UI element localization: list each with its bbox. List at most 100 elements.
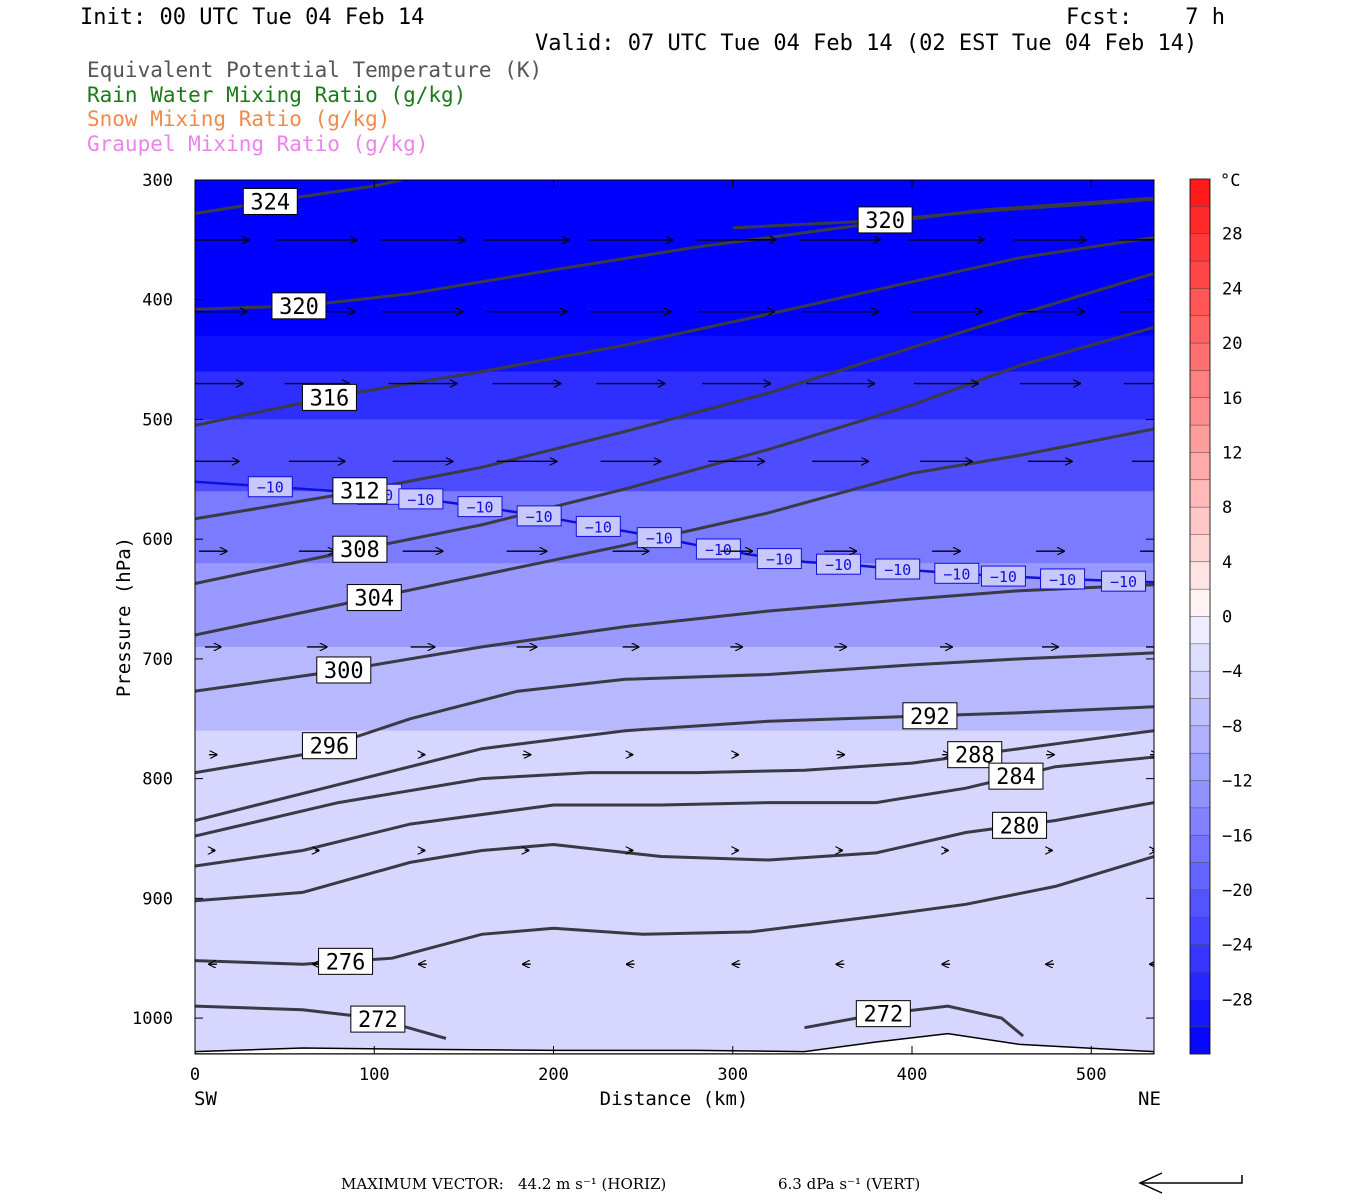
colorbar-tick-label: 28 [1222, 225, 1242, 245]
isotherm-label-text: −10 [646, 530, 673, 548]
colorbar-swatch [1190, 452, 1210, 481]
colorbar-swatch [1190, 889, 1210, 918]
theta-e-label: 272 [350, 1005, 406, 1033]
isotherm-label: −10 [980, 565, 1026, 587]
x-axis-label: Distance (km) [600, 1088, 749, 1110]
theta-e-label-text: 324 [250, 190, 290, 215]
colorbar: 28 24 20 16 12 8 4 0 −4 −8 −12 −16 −20 −24 −28 °C [1189, 171, 1253, 1055]
colorbar-swatch [1190, 616, 1210, 645]
theta-e-line [732, 197, 1154, 230]
isotherm-label: −10 [516, 505, 562, 527]
isotherm-label-text: −10 [526, 508, 553, 526]
x-tick-label: 0 [190, 1065, 200, 1085]
theta-e-label-box [332, 477, 388, 505]
theta-e-line [195, 180, 402, 215]
colorbar-tick-label: −24 [1222, 936, 1253, 956]
legend-graupel: Graupel Mixing Ratio (g/kg) [87, 132, 429, 156]
colorbar-swatch [1190, 643, 1210, 672]
theta-e-label-text: 312 [340, 480, 380, 505]
isotherm-label: −10 [756, 548, 802, 570]
theta-e-label-box [902, 702, 958, 730]
colorbar-swatch [1190, 179, 1210, 207]
temperature-band [195, 335, 1154, 373]
colorbar-swatch [1190, 971, 1210, 1000]
theta-e-label: 308 [332, 535, 388, 563]
theta-e-label-text: 272 [358, 1008, 398, 1033]
theta-e-label: 324 [242, 187, 298, 215]
theta-e-label-box [350, 1005, 406, 1033]
x-left-label: SW [194, 1088, 217, 1110]
theta-e-label: 292 [902, 702, 958, 730]
colorbar-unit: °C [1220, 171, 1240, 191]
theta-e-label-text: 320 [865, 209, 905, 234]
theta-e-label-box [332, 535, 388, 563]
theta-e-label: 296 [301, 732, 357, 760]
colorbar-swatch [1190, 397, 1210, 426]
isotherm-label-text: −10 [825, 556, 852, 574]
isotherm-label-text: −10 [1049, 571, 1076, 589]
theta-e-line [804, 1004, 1025, 1038]
colorbar-swatch [1190, 698, 1210, 727]
theta-e-label-text: 280 [1000, 814, 1040, 839]
colorbar-tick-label: −12 [1222, 772, 1253, 792]
isotherm-label-box [516, 505, 562, 527]
isotherm-label-text: −10 [407, 491, 434, 509]
plot-frame [194, 179, 1155, 1055]
colorbar-swatch [1190, 917, 1210, 946]
y-tick-label: 1000 [132, 1009, 173, 1029]
y-tick-label: 300 [142, 171, 173, 191]
colorbar-tick-label: 12 [1222, 443, 1242, 463]
colorbar-swatch [1190, 671, 1210, 700]
isotherm-label-text: −10 [466, 499, 493, 517]
colorbar-swatch [1190, 343, 1210, 371]
x-tick-label: 100 [359, 1065, 390, 1085]
isotherm-label-text: −10 [705, 541, 732, 559]
isotherm-label-box [457, 496, 503, 518]
theta-e-label-box [346, 584, 402, 612]
colorbar-swatch [1190, 944, 1210, 973]
colorbar-tick-label: −8 [1222, 717, 1242, 737]
theta-e-label: 272 [855, 1000, 911, 1028]
isotherm-label-text: −10 [585, 518, 612, 536]
colorbar-swatch [1190, 534, 1210, 563]
colorbar-swatch [1190, 479, 1210, 508]
colorbar-swatch [1190, 288, 1210, 317]
theta-e-label-text: 276 [326, 950, 366, 975]
theta-e-label-text: 316 [310, 386, 350, 411]
theta-e-label: 304 [346, 584, 402, 612]
colorbar-swatch [1190, 862, 1210, 891]
axes: 300 400 500 600 700 800 900 1000 0 100 200 300 400 50… [132, 171, 1154, 1085]
colorbar-swatch [1190, 589, 1210, 617]
theta-e-label-text: 284 [996, 765, 1036, 790]
theta-e-label-box [242, 187, 298, 215]
isotherm-label-box [1101, 570, 1147, 592]
theta-e-label: 312 [332, 477, 388, 505]
legend-theta-e: Equivalent Potential Temperature (K) [87, 58, 543, 82]
theta-e-label-box [316, 656, 372, 684]
theta-e-label: 320 [857, 206, 913, 234]
theta-e-label-text: 308 [340, 538, 380, 563]
max-vector-label: MAXIMUM VECTOR: [341, 1175, 504, 1193]
isotherm-label-text: −10 [766, 551, 793, 569]
y-tick-label: 500 [142, 410, 173, 430]
colorbar-swatch [1190, 835, 1210, 864]
isotherm-label: −10 [457, 496, 503, 518]
temperature-band [195, 180, 1154, 337]
isotherm-label: −10 [636, 527, 682, 549]
theta-e-label-box [988, 762, 1044, 790]
wind-vectors [195, 240, 1154, 964]
legend-snow: Snow Mixing Ratio (g/kg) [87, 107, 391, 131]
colorbar-swatch [1190, 425, 1210, 453]
max-vector-vert: 6.3 dPa s⁻¹ (VERT) [778, 1175, 921, 1193]
colorbar-swatch [1190, 999, 1210, 1028]
theta-e-label: 276 [318, 947, 374, 975]
isotherm-label: −10 [816, 553, 862, 575]
isotherm-label-box [247, 476, 293, 498]
theta-e-line [195, 1004, 447, 1040]
theta-e-label-box [855, 1000, 911, 1028]
isotherm-label-box [1040, 568, 1086, 590]
theta-e-label-text: 300 [324, 659, 364, 684]
x-tick-label: 400 [897, 1065, 928, 1085]
isotherm-label-box [575, 515, 621, 537]
valid-time: Valid: 07 UTC Tue 04 Feb 14 (02 EST Tue … [535, 31, 1198, 56]
